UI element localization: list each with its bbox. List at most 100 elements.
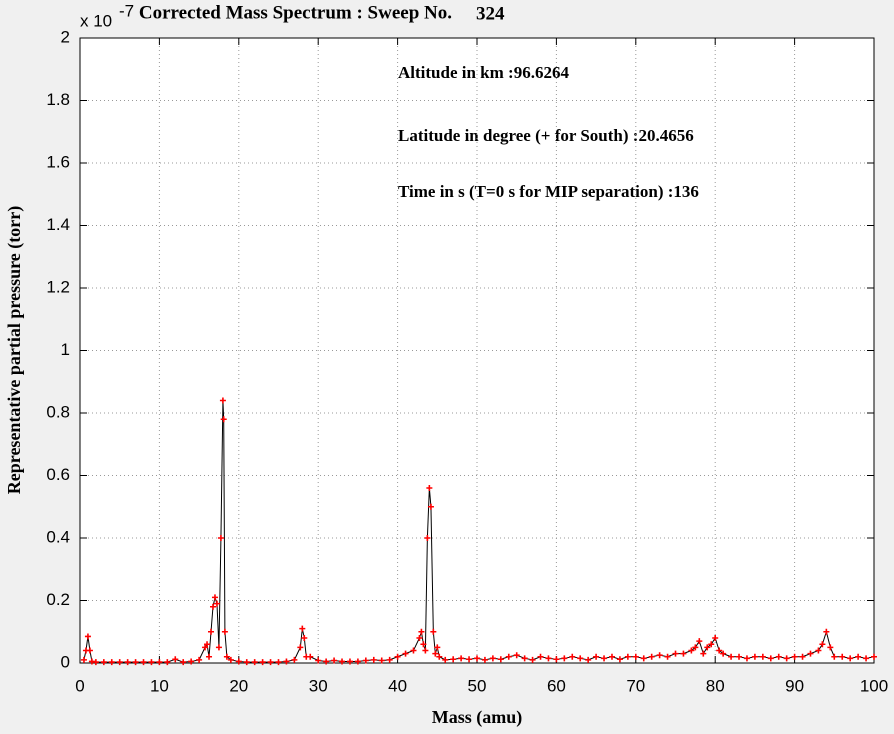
- data-point: [283, 658, 290, 665]
- data-point: [124, 659, 131, 666]
- data-point: [767, 655, 774, 662]
- data-point: [202, 644, 209, 651]
- axes-box: [79, 37, 875, 664]
- data-point: [593, 653, 600, 660]
- data-point: [497, 656, 504, 663]
- data-point: [213, 600, 220, 607]
- data-point: [339, 658, 346, 665]
- data-point: [466, 656, 473, 663]
- data-point: [299, 625, 306, 632]
- data-point: [616, 656, 623, 663]
- data-point: [323, 658, 330, 665]
- data-point: [783, 655, 790, 662]
- data-point: [211, 594, 218, 601]
- data-point: [474, 655, 480, 662]
- data-point: [545, 655, 552, 662]
- data-point: [585, 656, 592, 663]
- data-point: [432, 650, 439, 657]
- data-point: [458, 655, 465, 662]
- x-tick-label: 40: [388, 676, 407, 695]
- x-tick-label: 30: [309, 676, 328, 695]
- data-point: [235, 658, 242, 665]
- y-exponent-base: x 10: [80, 11, 112, 30]
- data-point: [301, 635, 308, 641]
- data-point: [206, 653, 213, 660]
- data-point: [640, 655, 647, 662]
- data-point: [402, 650, 409, 657]
- data-point: [148, 659, 155, 666]
- data-point: [481, 656, 488, 663]
- data-point: [442, 656, 449, 663]
- data-point: [220, 416, 227, 423]
- data-point: [648, 653, 655, 660]
- data-point: [196, 656, 203, 663]
- data-point: [823, 628, 830, 635]
- data-point: [424, 535, 431, 541]
- data-point: [394, 653, 401, 660]
- x-tick-label: 50: [468, 676, 487, 695]
- data-point: [243, 659, 250, 666]
- data-point: [736, 653, 743, 660]
- data-point: [362, 657, 369, 664]
- data-point: [430, 628, 437, 635]
- data-point: [307, 653, 314, 660]
- data-point: [156, 659, 163, 666]
- data-point: [204, 641, 211, 648]
- data-point: [215, 644, 222, 651]
- data-point: [831, 653, 838, 660]
- data-point: [331, 657, 338, 664]
- x-tick-label: 10: [150, 676, 169, 695]
- annotation: Time in s (T=0 s for MIP separation) :13…: [398, 182, 699, 201]
- y-tick-label: 0: [61, 652, 70, 671]
- data-point: [410, 647, 417, 654]
- data-point: [529, 656, 536, 663]
- chart-title: Corrected Mass Spectrum : Sweep No.: [139, 2, 452, 23]
- annotation: Altitude in km :96.6264: [398, 63, 569, 82]
- y-tick-label: 0.4: [46, 527, 70, 546]
- data-point: [132, 659, 139, 666]
- data-point: [354, 658, 361, 665]
- data-point: [708, 641, 715, 648]
- data-point: [315, 657, 322, 664]
- data-point: [696, 638, 703, 645]
- y-tick-label: 1: [61, 340, 70, 359]
- y-tick-label: 2: [61, 27, 70, 46]
- annotation: Latitude in degree (+ for South) :20.465…: [398, 126, 694, 145]
- data-point: [84, 633, 91, 640]
- data-point: [108, 659, 115, 666]
- data-point: [221, 628, 228, 635]
- data-point: [140, 659, 147, 666]
- x-tick-label: 100: [860, 676, 888, 695]
- data-point: [297, 644, 304, 651]
- data-point: [513, 652, 520, 659]
- data-point: [847, 655, 854, 662]
- data-point: [227, 656, 234, 663]
- data-point: [819, 641, 826, 648]
- data-point: [608, 653, 615, 660]
- data-point: [86, 647, 93, 654]
- data-point: [863, 655, 870, 662]
- data-point: [807, 650, 814, 657]
- data-point: [92, 659, 99, 666]
- data-point: [799, 653, 806, 660]
- x-axis-label: Mass (amu): [432, 707, 523, 728]
- data-point: [700, 650, 707, 657]
- data-point: [855, 653, 862, 660]
- data-point: [569, 653, 576, 660]
- data-point: [672, 650, 679, 657]
- data-point: [751, 653, 758, 660]
- data-point: [791, 653, 798, 660]
- data-point: [416, 635, 423, 641]
- data-point: [505, 653, 512, 660]
- y-tick-label: 1.4: [46, 215, 70, 234]
- y-tick-label: 1.2: [46, 277, 70, 296]
- y-tick-label: 0.8: [46, 402, 70, 421]
- data-point: [537, 653, 544, 660]
- data-point: [259, 659, 266, 666]
- data-point: [426, 485, 433, 491]
- data-point: [217, 535, 224, 541]
- data-point: [422, 647, 429, 654]
- data-point: [164, 659, 171, 666]
- data-point: [561, 655, 568, 662]
